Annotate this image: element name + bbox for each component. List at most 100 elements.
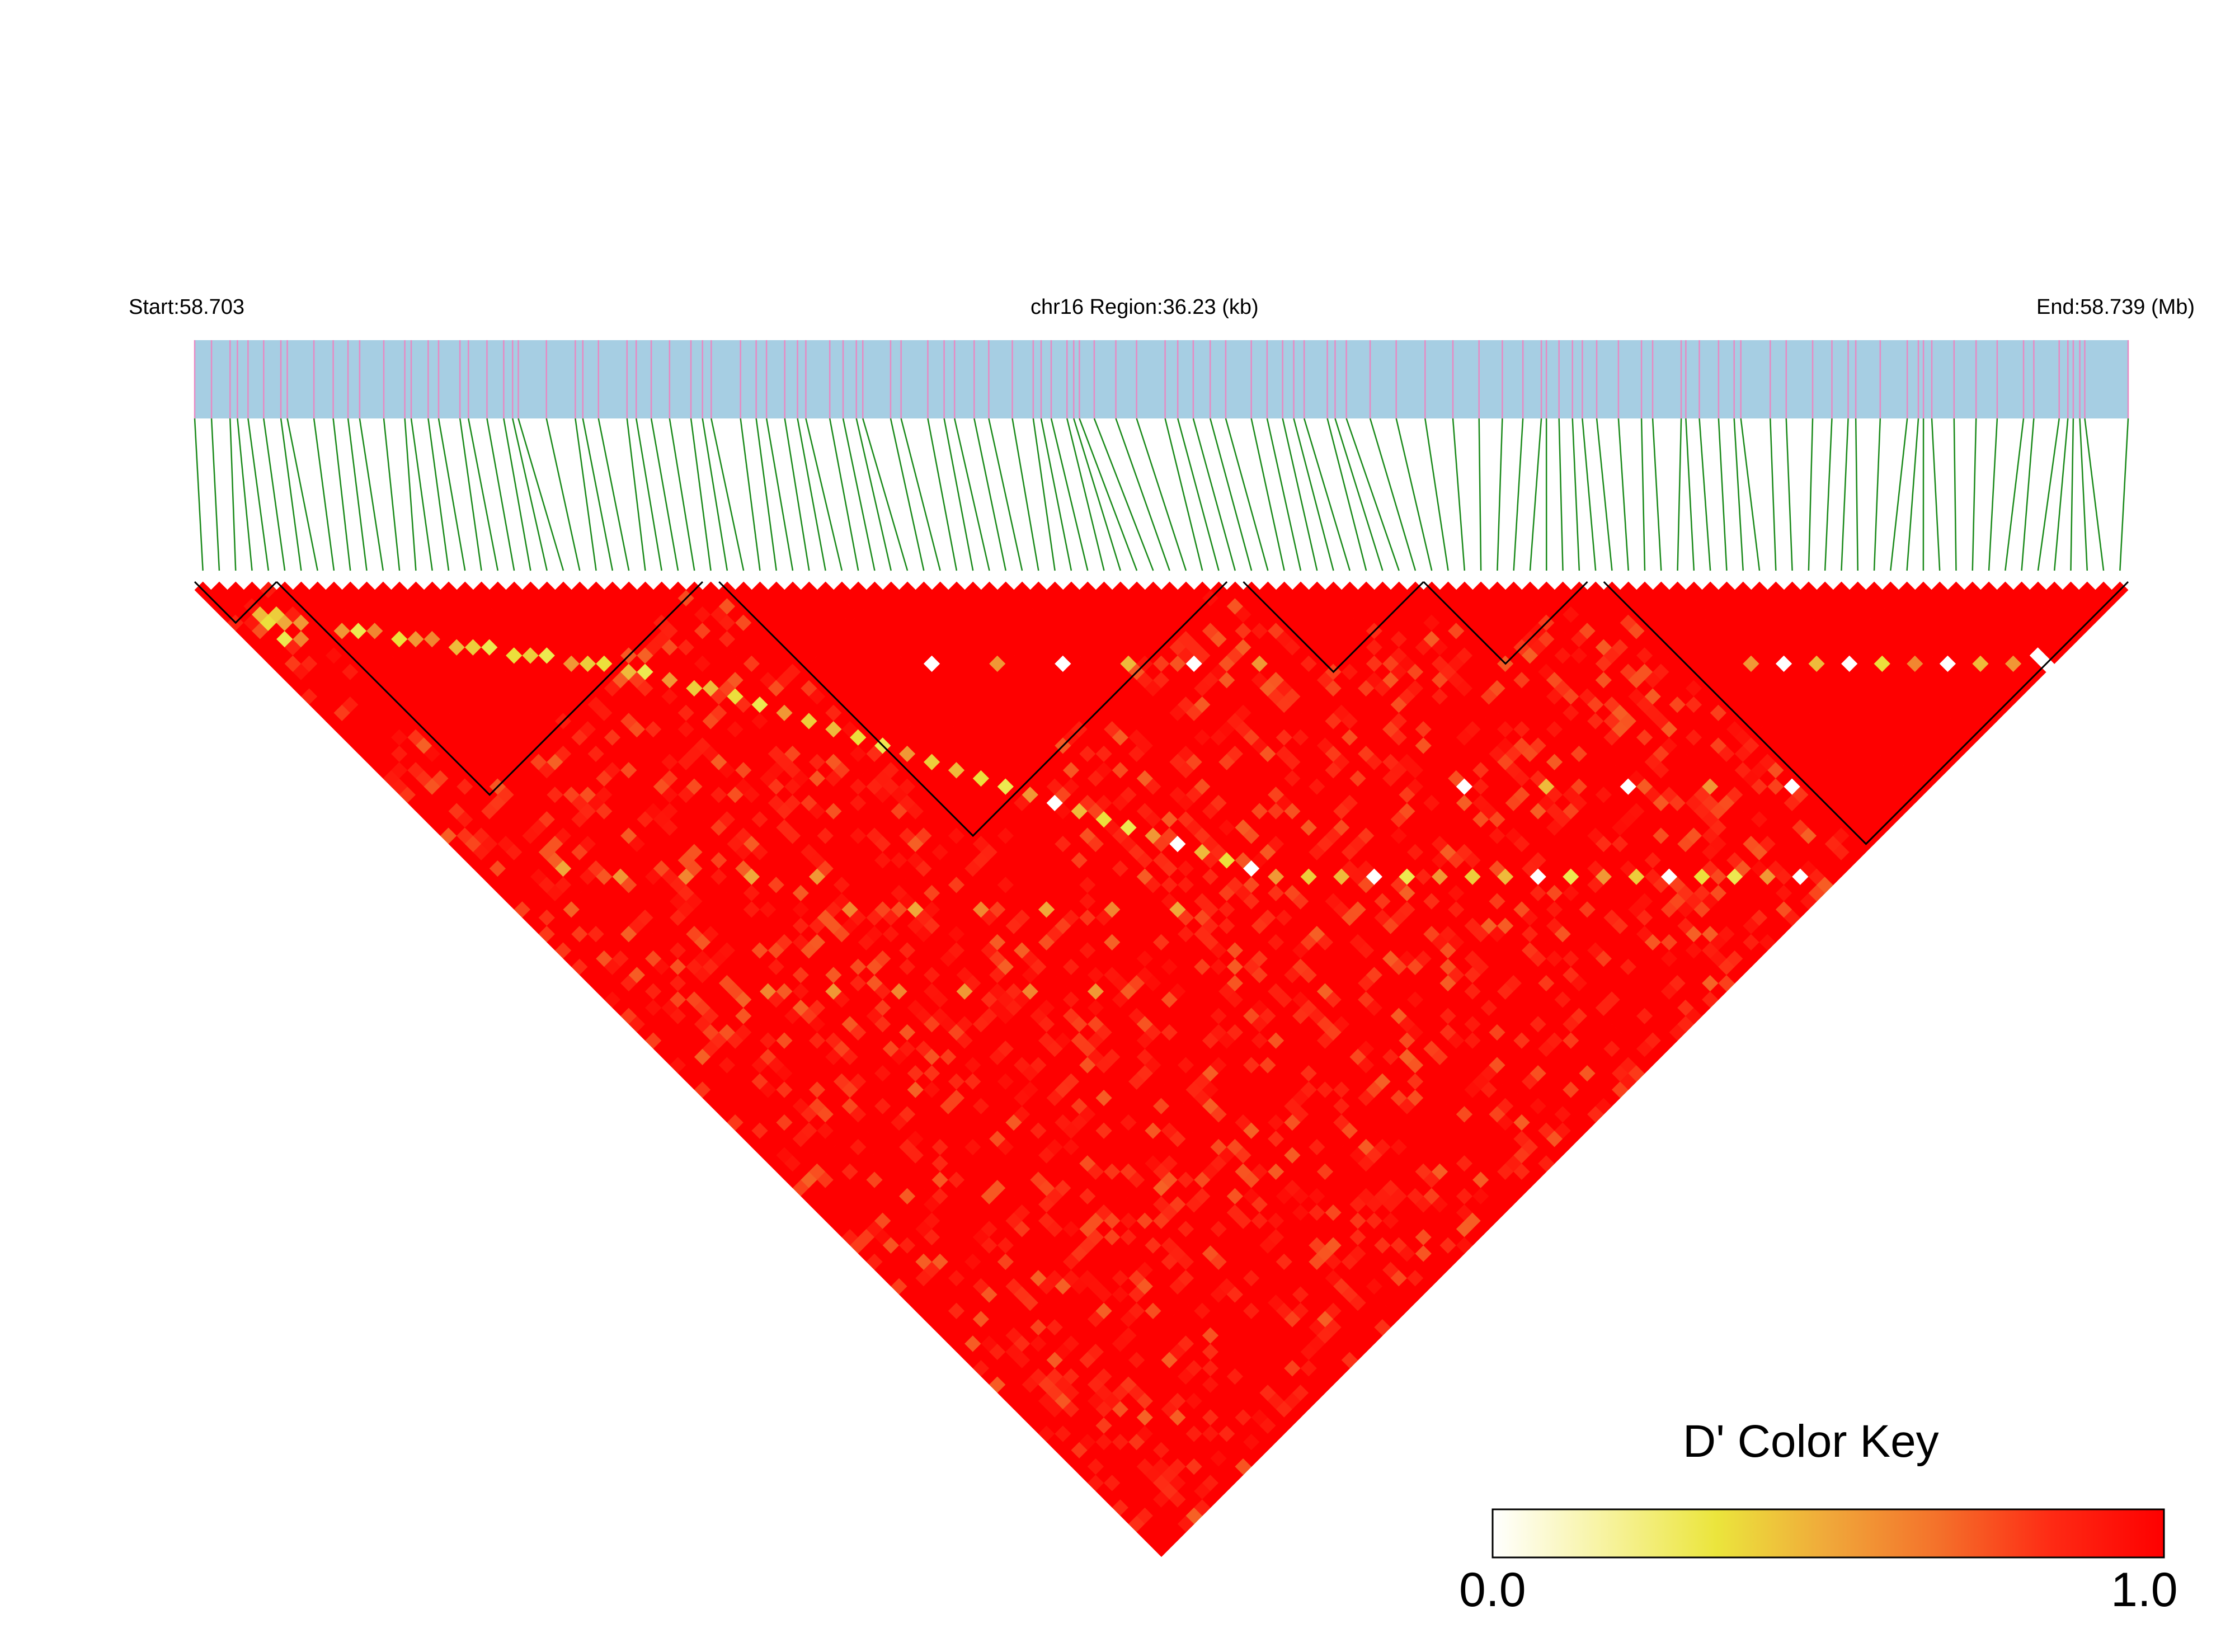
snp-connector	[263, 418, 286, 571]
snp-connector	[1032, 418, 1056, 571]
snp-connector	[1906, 418, 1919, 571]
snp-connector	[973, 418, 1006, 571]
snp-connector	[1529, 418, 1542, 571]
snp-connector	[1395, 418, 1433, 571]
snp-connector	[1115, 418, 1170, 571]
snp-connector	[1326, 418, 1367, 571]
snp-connector	[313, 418, 335, 571]
snp-connector	[383, 418, 401, 571]
snp-connector	[1685, 418, 1695, 571]
snp-connector	[1640, 418, 1646, 571]
snp-connector	[1066, 418, 1105, 571]
snp-connector	[210, 418, 220, 571]
snp-connector	[943, 418, 974, 571]
snp-connector	[1770, 418, 1777, 571]
snp-connector	[512, 418, 548, 571]
snp-connector	[1282, 418, 1318, 571]
snp-connector	[347, 418, 368, 571]
snp-connector	[2037, 418, 2060, 571]
snp-connector	[1345, 418, 1400, 571]
snp-connector	[1497, 418, 1503, 571]
snp-connector	[468, 418, 499, 571]
snp-track	[195, 340, 2128, 418]
snp-connector	[1513, 418, 1524, 571]
snp-connector	[1040, 418, 1072, 571]
snp-connector	[784, 418, 810, 571]
snp-connector	[635, 418, 662, 571]
snp-ticks	[194, 340, 2129, 418]
snp-connector	[332, 418, 351, 571]
snp-connector	[1558, 418, 1564, 571]
snp-connector	[359, 418, 384, 571]
snp-connector	[829, 418, 859, 571]
snp-connector	[2005, 418, 2025, 571]
snp-connector	[1855, 418, 1858, 571]
snp-connector	[900, 418, 941, 571]
ld-cells	[194, 581, 2129, 1557]
snp-connector	[690, 418, 712, 571]
snp-connector	[229, 418, 237, 571]
snp-connector	[1177, 418, 1220, 571]
snp-connector	[2119, 418, 2129, 571]
snp-connector	[410, 418, 433, 571]
snp-connector	[953, 418, 990, 571]
snp-connector	[1250, 418, 1285, 571]
snp-connector	[1073, 418, 1121, 571]
snp-connector	[1303, 418, 1351, 571]
snp-connector	[669, 418, 695, 571]
snp-connector	[247, 418, 270, 571]
snp-connector	[862, 418, 909, 571]
snp-connector	[797, 418, 826, 571]
snp-connector	[1785, 418, 1793, 571]
snp-connector	[1369, 418, 1417, 571]
snp-connector	[1733, 418, 1744, 571]
snp-connector	[1953, 418, 1957, 571]
snp-connector	[842, 418, 876, 571]
snp-connector	[404, 418, 417, 571]
snp-connector	[1988, 418, 1998, 571]
snp-connector	[280, 418, 302, 571]
snp-connector	[702, 418, 728, 571]
snp-connector	[1824, 418, 1833, 571]
snp-connector	[582, 418, 614, 571]
snp-connector	[1890, 418, 1908, 571]
snp-connector	[194, 418, 204, 571]
snp-connector	[459, 418, 482, 571]
snp-connector	[545, 418, 581, 571]
snp-connector	[650, 418, 679, 571]
snp-connector	[1571, 418, 1580, 571]
snp-connector	[1478, 418, 1482, 571]
snp-connector	[2053, 418, 2069, 571]
snp-connector	[755, 418, 777, 571]
snp-connector	[237, 418, 253, 571]
snp-connector	[1698, 418, 1711, 571]
snp-connector	[1293, 418, 1334, 571]
snp-connector	[517, 418, 564, 571]
snp-connector	[626, 418, 646, 571]
snp-connector	[855, 418, 892, 571]
snp-connector	[1677, 418, 1682, 571]
snp-connector	[1225, 418, 1269, 571]
snp-connector	[1209, 418, 1253, 571]
snp-connector	[2084, 418, 2105, 571]
snp-connector	[1266, 418, 1302, 571]
snp-connector	[597, 418, 630, 571]
snp-connector	[575, 418, 597, 571]
snp-connector	[1873, 418, 1881, 571]
snp-connector	[1136, 418, 1187, 571]
snp-connector	[890, 418, 925, 571]
snp-connector	[1164, 418, 1203, 571]
snp-connector	[765, 418, 794, 571]
snp-connector	[486, 418, 515, 571]
snp-connector	[1011, 418, 1039, 571]
snp-connector	[1582, 418, 1597, 571]
snp-connector	[1617, 418, 1629, 571]
snp-connector	[1651, 418, 1662, 571]
snp-connector	[1192, 418, 1236, 571]
snp-connector	[1971, 418, 1977, 571]
snp-connector	[1093, 418, 1154, 571]
snp-connector	[1424, 418, 1449, 571]
snp-connector	[1079, 418, 1138, 571]
snp-connector	[503, 418, 531, 571]
